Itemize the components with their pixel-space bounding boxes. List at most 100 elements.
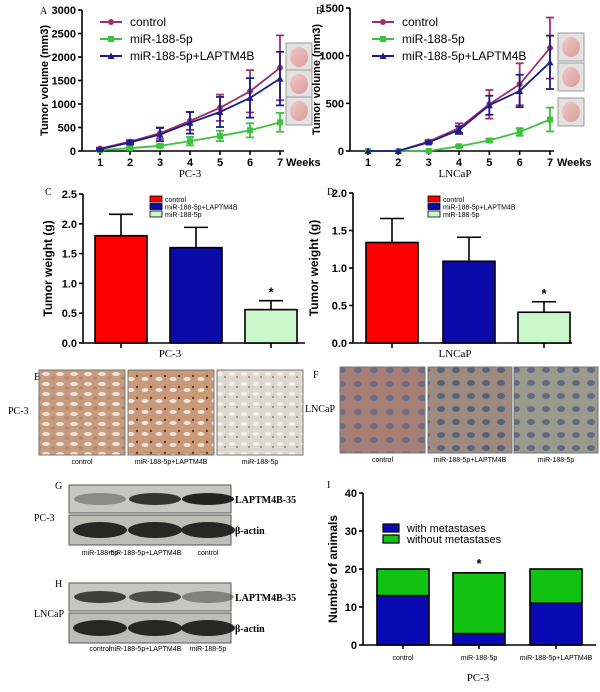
ihc-label: control: [372, 457, 393, 464]
x-axis-title: PC-3: [159, 348, 182, 360]
tumor-icon: [562, 67, 580, 87]
lane-label: miR-188-5p+LAPTM4B: [109, 646, 182, 653]
data-point: [186, 119, 194, 126]
tumor-icon: [290, 47, 308, 67]
data-point: [216, 108, 224, 115]
x-tick-label: miR-188-5p+LAPTM4B: [520, 655, 593, 662]
legend-label: miR-188-5p+LAPTM4B: [402, 49, 526, 63]
y-tick-label: 1.5: [62, 249, 77, 261]
y-tick-label: 0: [70, 146, 76, 158]
legend-marker: [107, 52, 115, 59]
legend-label: control: [165, 197, 186, 204]
protein-band: [182, 591, 234, 603]
data-point: [394, 147, 402, 154]
y-tick-label: 500: [58, 123, 76, 135]
ihc-label: miR-188-5p: [242, 459, 279, 466]
panel-label: D: [327, 187, 334, 198]
bar: [517, 311, 571, 344]
panel-a-chart: A 0 500 1000 1500 2000 2500 3000 1 2 3 4 5 6 7 Weeks PC-…: [39, 5, 321, 180]
data-point: [516, 128, 523, 135]
data-point: [455, 126, 463, 134]
x-tick-label: 7: [277, 157, 283, 169]
y-tick-label: 0.5: [332, 301, 347, 313]
y-tick-label: 500: [326, 98, 344, 110]
panel-f-ihc: F LNCaP control miR-188-5p+LAPTM4B miR-188-5…: [305, 366, 599, 464]
legend-swatch: [427, 203, 441, 210]
data-point: [246, 94, 254, 101]
significance-mark: *: [476, 556, 482, 571]
y-axis-title: Tumor volume (mm3): [311, 24, 323, 135]
lane-label: miR-188-5p: [190, 646, 227, 653]
x-tick-label: 2: [127, 157, 133, 169]
lane-label: miR-188-5p+LAPTM4B: [109, 550, 182, 557]
actin-band: [128, 620, 182, 636]
x-tick-label: 3: [157, 157, 163, 169]
legend-marker: [108, 19, 114, 25]
ihc-image: [513, 366, 599, 454]
x-unit-label: Weeks: [557, 157, 592, 169]
ihc-label: miR-188-5p+LAPTM4B: [434, 457, 507, 464]
x-axis-title: LNCaP: [439, 168, 472, 180]
y-tick-label: 1500: [52, 76, 76, 88]
y-tick-label: 10: [345, 602, 357, 614]
y-tick-label: 30: [345, 526, 357, 538]
protein-band: [74, 493, 126, 505]
bar: [244, 308, 298, 344]
actin-band: [128, 522, 182, 538]
lane-label: control: [89, 646, 110, 653]
data-point: [96, 145, 104, 153]
protein-band: [182, 493, 234, 505]
cell-line-label: LNCaP: [305, 404, 335, 415]
y-tick-label: 2.0: [332, 188, 347, 200]
legend-swatch: [427, 210, 441, 218]
data-point: [217, 132, 223, 139]
data-point: [276, 75, 284, 82]
y-axis-title: Tumor weight (g): [307, 220, 321, 316]
panel-label: H: [55, 579, 62, 590]
y-tick-label: 0.5: [62, 308, 77, 320]
legend-label: miR-188-5p+LAPTM4B: [443, 205, 516, 212]
panel-c-chart: C 0.0 0.5 1.0 1.5 2.0 2.5 Tumor weight (g) PC-3 c…: [41, 187, 305, 360]
data-point: [547, 116, 553, 123]
data-point: [456, 143, 462, 150]
stacked-bar-segment: [452, 632, 506, 646]
x-tick-label: 2: [395, 157, 401, 169]
significance-mark: *: [268, 285, 274, 300]
y-tick-label: 2.0: [62, 219, 77, 231]
legend-marker: [380, 36, 386, 42]
legend-label: miR-188-5p: [402, 32, 465, 46]
tumor-icon: [562, 102, 580, 122]
data-point: [157, 142, 163, 149]
ihc-label: control: [71, 459, 92, 466]
data-point: [425, 138, 433, 146]
legend-swatch: [382, 523, 400, 533]
y-axis-title: Number of animals: [326, 515, 340, 623]
data-point: [546, 58, 554, 66]
y-tick-label: 1.0: [62, 278, 77, 290]
legend-swatch: [427, 195, 441, 203]
x-tick-label: 6: [247, 157, 253, 169]
panel-d-chart: D 0.0 0.5 1.0 1.5 2.0 Tumor weight (g) LNCaP con…: [307, 187, 572, 360]
y-tick-label: 2000: [52, 52, 76, 64]
tumor-icon: [562, 37, 580, 57]
ihc-image: [339, 366, 426, 454]
data-point: [277, 119, 283, 126]
cell-line-label: PC-3: [8, 406, 29, 417]
band-label-actin: β-actin: [235, 624, 265, 635]
legend-label: miR-188-5p+LAPTM4B: [130, 49, 254, 63]
x-tick-label: 1: [97, 157, 103, 169]
y-axis-title: Tumor weight (g): [41, 220, 55, 316]
y-tick-label: 0: [338, 146, 344, 158]
x-tick-label: 5: [486, 157, 492, 169]
y-tick-label: 1000: [320, 51, 344, 63]
legend-marker: [108, 36, 114, 42]
actin-band: [73, 522, 127, 538]
actin-band: [181, 522, 235, 538]
data-point: [127, 145, 133, 152]
stacked-bar-segment: [452, 571, 506, 635]
data-point: [516, 87, 524, 94]
data-point: [486, 137, 493, 144]
ihc-image: [216, 369, 304, 456]
x-axis-title: LNCaP: [439, 348, 472, 360]
band-label-laptm4b: LAPTM4B-35: [235, 495, 296, 506]
